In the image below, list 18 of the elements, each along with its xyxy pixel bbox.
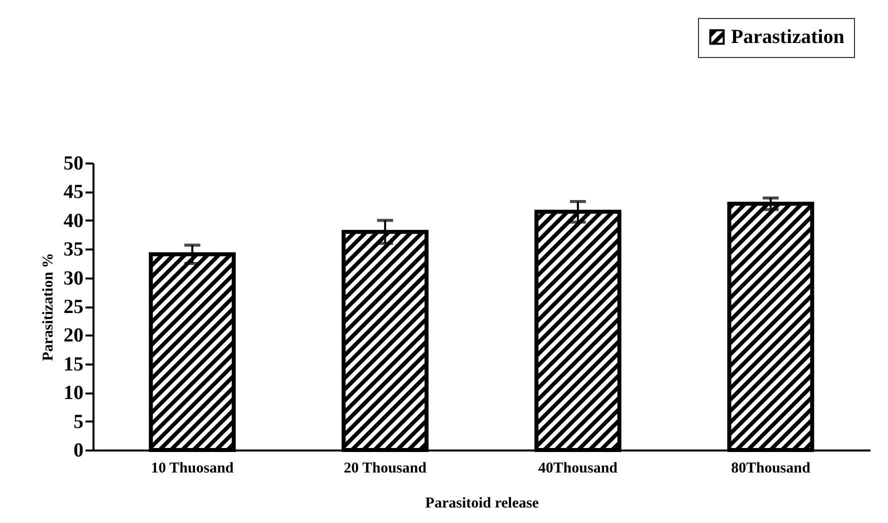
y-tick-label: 30	[64, 267, 84, 290]
y-tick-label: 25	[64, 296, 84, 318]
y-tick-label: 0	[74, 440, 84, 462]
y-tick-label: 35	[64, 238, 84, 261]
x-tick-label: 10 Thuosand	[150, 460, 234, 476]
x-tick-label: 40Thousand	[538, 460, 618, 476]
y-axis-title: Parasitization %	[40, 253, 56, 361]
y-tick-label: 10	[64, 382, 84, 404]
legend-label: Parastization	[731, 26, 844, 48]
y-tick-label: 40	[64, 210, 84, 232]
y-tick-label: 15	[64, 353, 84, 376]
x-axis-title: Parasitoid release	[425, 496, 540, 512]
y-tick-label: 45	[64, 181, 84, 204]
y-tick-label: 50	[64, 152, 84, 174]
x-tick-label: 80Thousand	[731, 460, 811, 476]
y-tick-label: 20	[64, 324, 84, 347]
x-tick-label: 20 Thousand	[344, 460, 428, 476]
y-tick-label: 5	[74, 410, 84, 433]
